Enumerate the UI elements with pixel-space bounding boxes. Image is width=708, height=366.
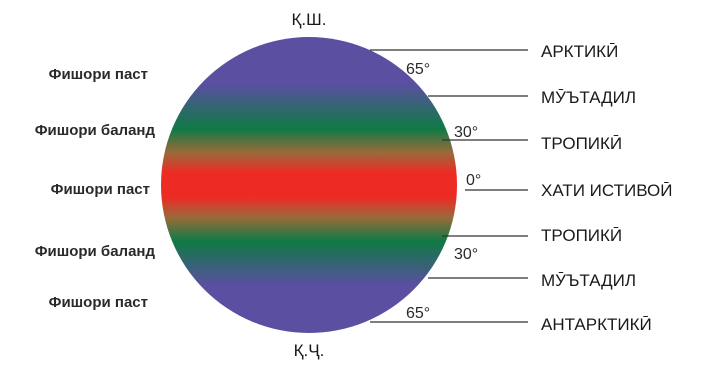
latitude-label-65-north: 65° (406, 61, 430, 78)
zone-label-south-tropical: ТРОПИКӢ (541, 226, 622, 245)
zone-label-equator: ХАТИ ИСТИВОӢ (541, 181, 672, 200)
latitude-label-30-north: 30° (454, 124, 478, 141)
pressure-label-equatorial: Фишори паст (51, 181, 150, 198)
zone-label-antarctic: АНТАРКТИКӢ (541, 315, 652, 334)
pressure-label-north-subtropical: Фишори баланд (35, 122, 156, 139)
latitude-label-30-south: 30° (454, 246, 478, 263)
zone-label-south-temperate: МӮЪТАДИЛ (541, 271, 636, 290)
latitude-label-equator: 0° (466, 172, 481, 189)
pressure-label-south-polar: Фишори паст (49, 294, 148, 311)
zone-label-arctic: АРКТИКӢ (541, 42, 618, 61)
north-pole-label: Қ.Ш. (292, 10, 327, 29)
pressure-label-south-subtropical: Фишори баланд (35, 243, 156, 260)
south-pole-label: Қ.Ҷ. (294, 341, 325, 360)
zone-label-north-tropical: ТРОПИКӢ (541, 134, 622, 153)
zone-label-north-temperate: МӮЪТАДИЛ (541, 88, 636, 107)
pressure-label-north-polar: Фишори паст (49, 66, 148, 83)
globe (161, 37, 457, 333)
latitude-label-65-south: 65° (406, 305, 430, 322)
